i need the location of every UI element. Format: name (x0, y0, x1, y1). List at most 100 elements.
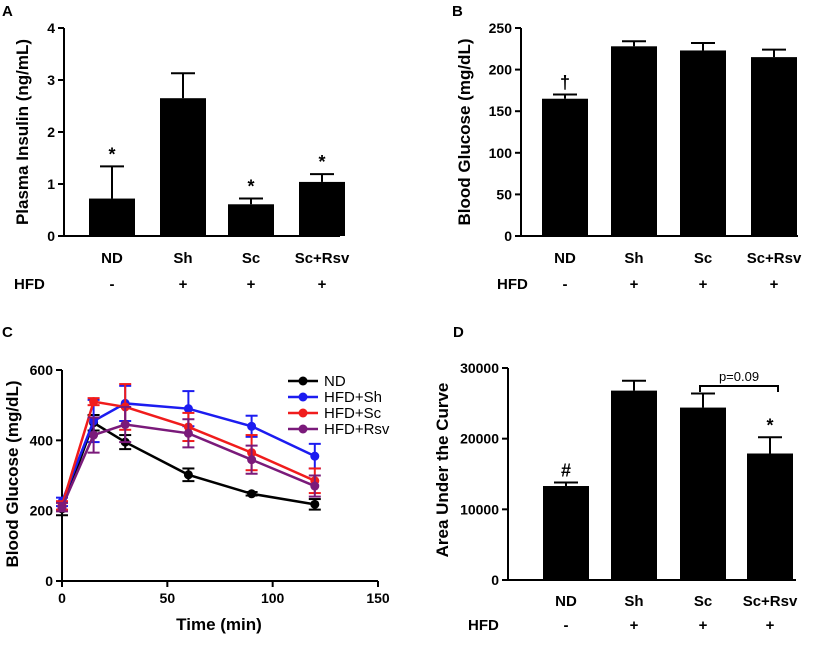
category-label: Sc+Rsv (743, 593, 798, 610)
y-tick-label: 3 (47, 72, 55, 88)
data-point (310, 481, 320, 491)
panel-c-y-axis-label: Blood Glucose (mg/dL) (3, 381, 22, 568)
legend-label: ND (324, 373, 346, 390)
data-point (247, 489, 257, 499)
bar (611, 46, 657, 236)
panel-c: C Blood Glucose (mg/dL) Time (min) 0 200 4… (2, 324, 390, 634)
panel-d-y-ticks: 0 10000 20000 30000 (460, 360, 508, 588)
panel-b-y-axis-label: Blood Glucose (mg/dL) (455, 39, 474, 226)
hfd-indicator: + (699, 276, 708, 293)
panel-d-categories: ND Sh Sc Sc+Rsv (555, 593, 798, 610)
series-line (60, 402, 316, 503)
y-tick-label: 0 (504, 228, 512, 244)
category-label: ND (555, 593, 577, 610)
series-line (60, 400, 316, 506)
y-tick-label: 50 (496, 186, 512, 202)
bar (89, 198, 135, 236)
significance-marker: # (561, 460, 571, 480)
y-tick-label: 400 (30, 432, 54, 448)
panel-a-hfd-label: HFD (14, 276, 45, 293)
panel-b-hfd-row: - + + + (563, 276, 779, 293)
x-tick-label: 0 (58, 590, 66, 606)
y-tick-label: 0 (45, 573, 53, 589)
panel-a-hfd-row: - + + + (110, 276, 327, 293)
category-label: ND (554, 250, 576, 267)
legend-label: HFD+Rsv (324, 421, 390, 438)
y-tick-label: 30000 (460, 360, 499, 376)
hfd-indicator: + (766, 617, 775, 634)
category-label: Sc (694, 250, 712, 267)
x-tick-label: 100 (261, 590, 285, 606)
data-point (120, 420, 130, 430)
panel-a-y-axis-label: Plasma Insulin (ng/mL) (13, 39, 32, 225)
y-tick-label: 1 (47, 176, 55, 192)
bar (228, 204, 274, 236)
panel-c-ticks: 0 200 400 600 0 50 100 150 (30, 362, 390, 606)
panel-d-bracket-label: p=0.09 (719, 369, 759, 384)
data-point (57, 502, 67, 512)
bar (611, 390, 657, 580)
significance-marker: * (247, 177, 254, 197)
data-point (247, 455, 257, 465)
y-tick-label: 150 (489, 103, 513, 119)
hfd-indicator: + (630, 276, 639, 293)
category-label: Sh (173, 250, 192, 267)
panel-b: B Blood Glucose (mg/dL) 050100150200250 … (452, 3, 802, 293)
hfd-indicator: - (563, 276, 568, 293)
panel-b-letter: B (452, 3, 463, 20)
panel-d-significance-bracket: p=0.09 (699, 369, 779, 392)
panel-a-y-ticks: 0 1 2 3 4 (47, 20, 64, 244)
significance-marker: * (108, 144, 115, 164)
panel-d-bars: #* (543, 379, 793, 580)
y-tick-label: 10000 (460, 501, 499, 517)
x-tick-label: 150 (366, 590, 390, 606)
legend-swatch-marker (298, 424, 308, 434)
hfd-indicator: - (110, 276, 115, 293)
hfd-indicator: + (699, 617, 708, 634)
significance-marker: † (560, 73, 570, 93)
y-tick-label: 200 (30, 503, 54, 519)
category-label: Sc+Rsv (295, 250, 350, 267)
category-label: Sc (694, 593, 712, 610)
panel-b-y-ticks: 0 50 100 150 200 250 (489, 20, 521, 244)
panel-d-y-axis-label: Area Under the Curve (433, 383, 452, 558)
hfd-indicator: - (564, 617, 569, 634)
panel-d: D Area Under the Curve 0100002000030000 … (433, 324, 798, 634)
legend-swatch-marker (298, 376, 308, 386)
panel-a-bars: * * * (89, 72, 345, 236)
category-label: Sh (624, 250, 643, 267)
y-tick-label: 2 (47, 124, 55, 140)
hfd-indicator: + (247, 276, 256, 293)
y-tick-label: 100 (489, 145, 513, 161)
data-point (183, 428, 193, 438)
panel-b-bars: † (542, 40, 797, 237)
significance-marker: * (766, 415, 773, 435)
y-tick-label: 0 (47, 228, 55, 244)
panel-d-hfd-row: - + + + (564, 617, 775, 634)
hfd-indicator: + (179, 276, 188, 293)
data-point (183, 404, 193, 414)
y-tick-label: 250 (489, 20, 513, 36)
y-tick-label: 4 (47, 20, 55, 36)
panel-d-letter: D (453, 324, 464, 341)
y-tick-label: 600 (30, 362, 54, 378)
panel-d-bracket-line (699, 385, 779, 392)
bar (680, 407, 726, 580)
legend-label: HFD+Sh (324, 389, 382, 406)
data-point (89, 430, 99, 440)
panel-b-categories: ND Sh Sc Sc+Rsv (554, 250, 802, 267)
legend-swatch-marker (298, 408, 308, 418)
category-label: ND (101, 250, 123, 267)
x-tick-label: 50 (160, 590, 176, 606)
category-label: Sc (242, 250, 260, 267)
data-point (89, 397, 99, 407)
panel-a: A Plasma Insulin (ng/mL) 0 1 2 3 4 * * * ND Sh S… (2, 3, 350, 293)
category-label: Sc+Rsv (747, 250, 802, 267)
bar (299, 181, 345, 236)
bar (542, 98, 588, 236)
series-line (60, 423, 316, 508)
data-point (310, 451, 320, 461)
bar (543, 486, 589, 580)
